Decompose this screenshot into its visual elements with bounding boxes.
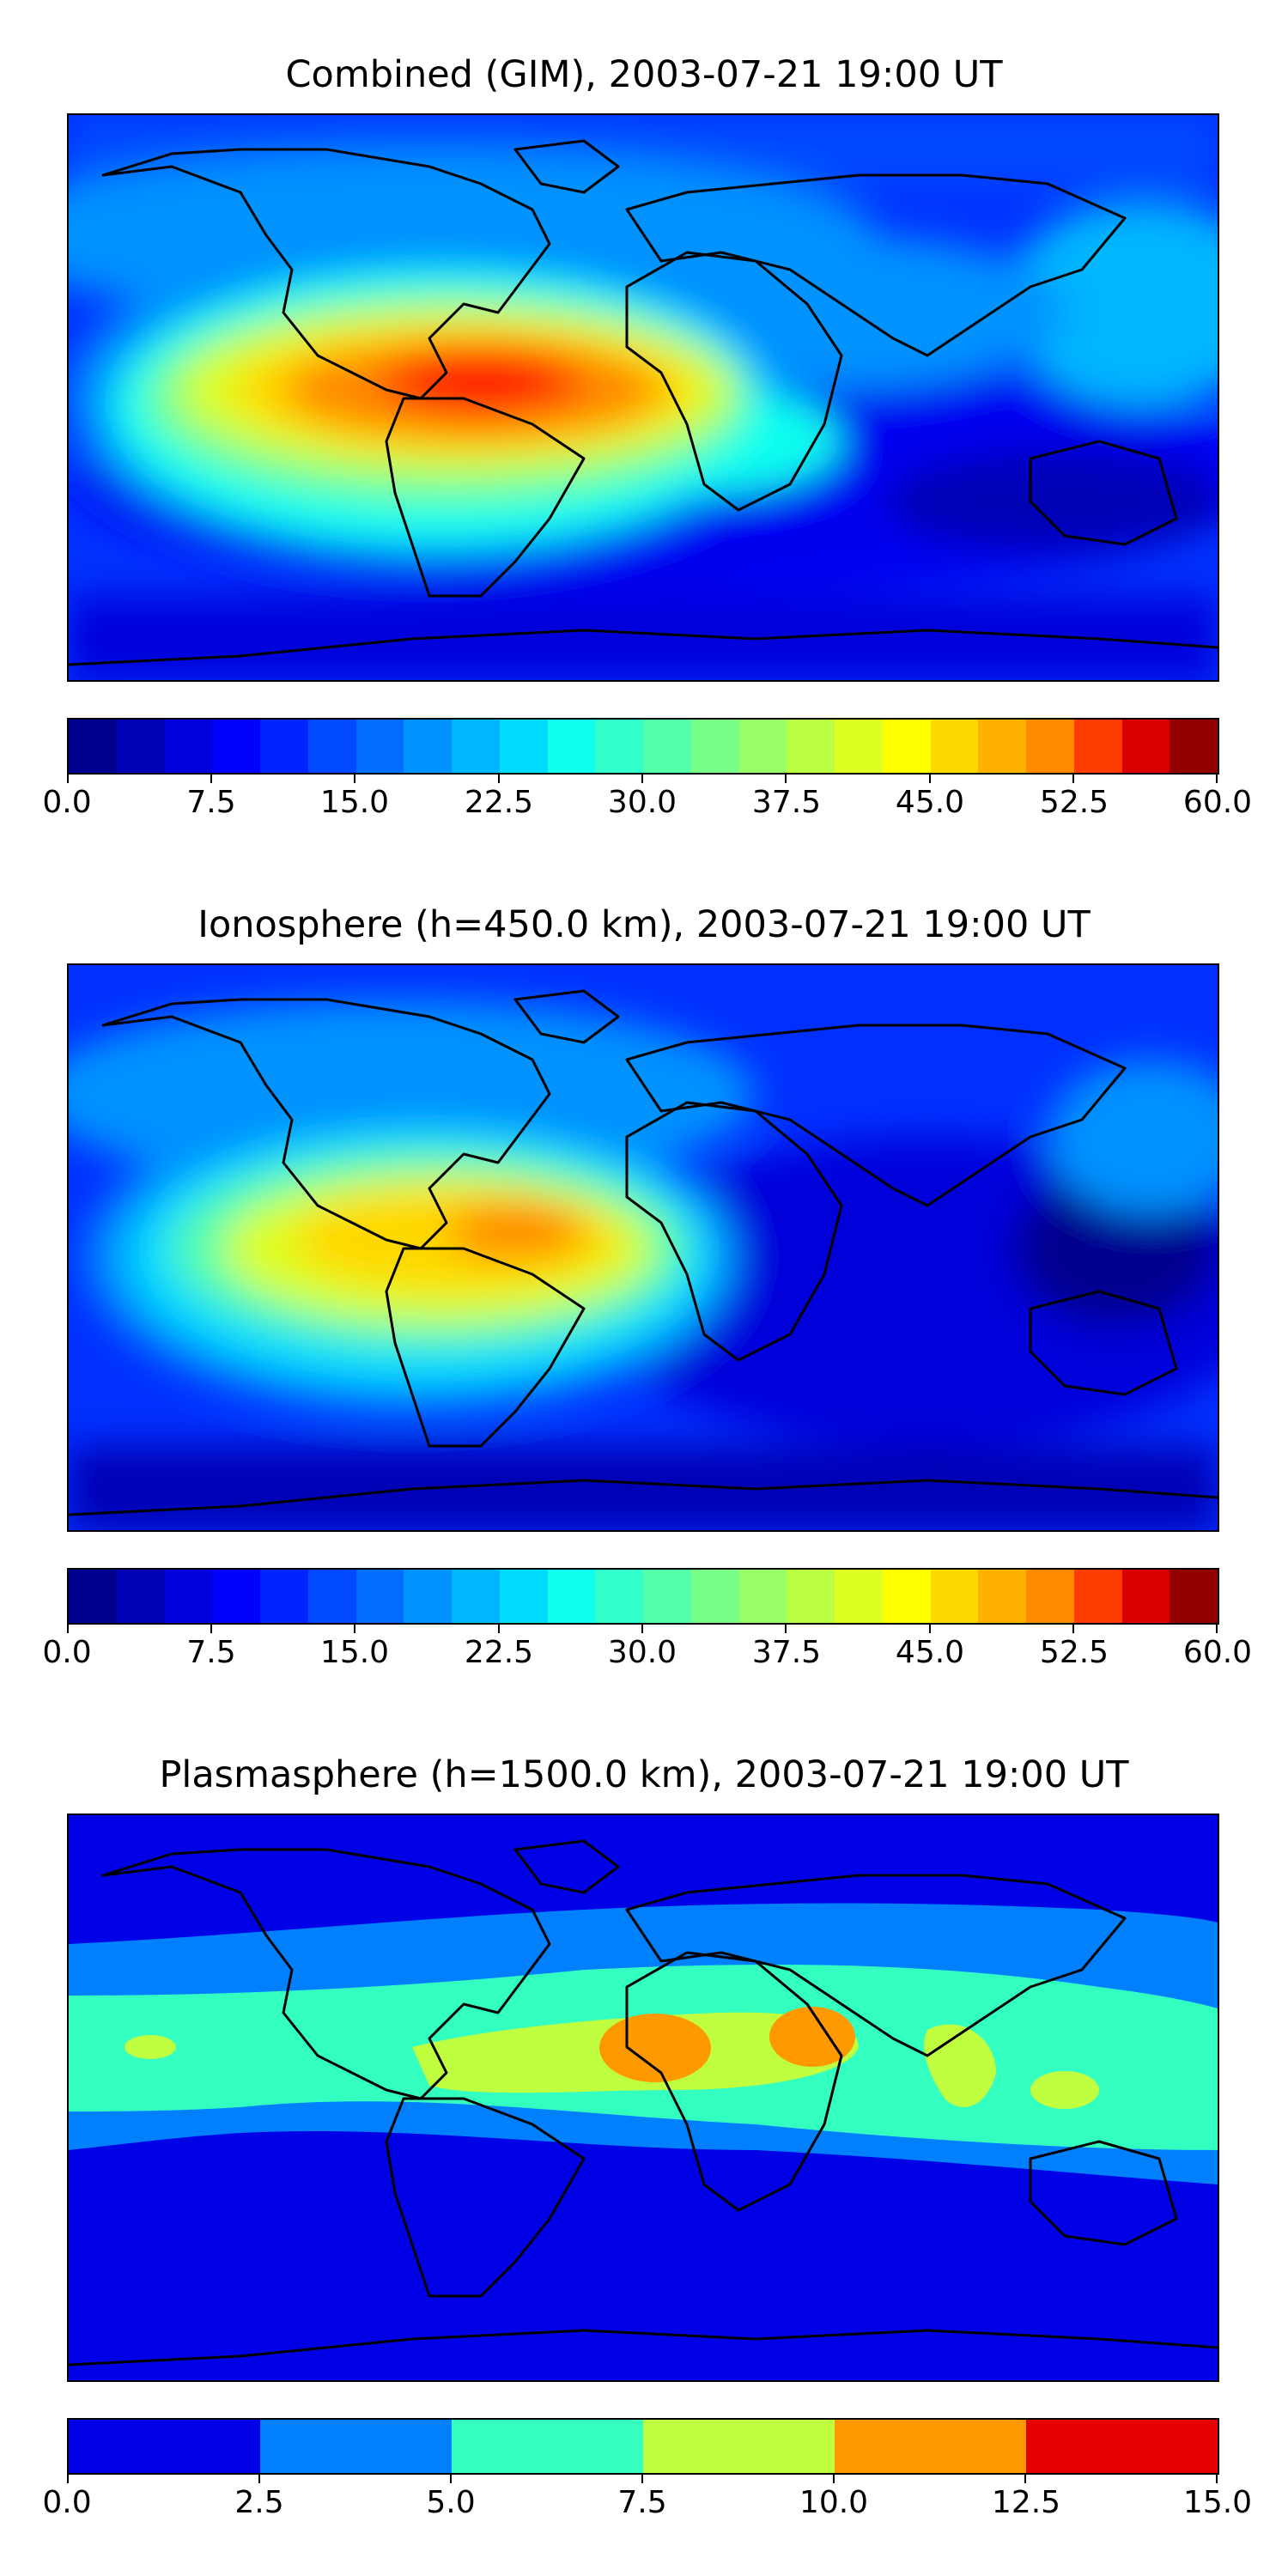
colorbar-bin [978, 1570, 1026, 1623]
tick-label: 7.5 [186, 1635, 236, 1670]
colorbar-bin [452, 720, 500, 773]
colorbar-bin [164, 720, 213, 773]
tick-label: 52.5 [1039, 785, 1109, 820]
colorbar-bin [499, 720, 548, 773]
colorbar-bin [882, 720, 931, 773]
colorbar-bin [116, 1570, 165, 1623]
colorbar-bin [212, 720, 260, 773]
colorbar-bin [738, 720, 787, 773]
colorbar [67, 718, 1219, 775]
colorbar-bin [595, 1570, 643, 1623]
colorbar [67, 1568, 1219, 1625]
colorbar-bin [404, 720, 452, 773]
tec-map-plasmasphere [67, 1814, 1219, 2382]
tick-label: 60.0 [1182, 785, 1253, 820]
colorbar-bin [452, 1570, 500, 1623]
colorbar-bin [835, 1570, 883, 1623]
colorbar-bin [1026, 2420, 1218, 2473]
colorbar-bin [1073, 1570, 1122, 1623]
colorbar-bin [499, 1570, 548, 1623]
colorbar-bin [452, 2420, 643, 2473]
colorbar-bin [643, 1570, 691, 1623]
tick-label: 52.5 [1039, 1635, 1109, 1670]
colorbar-bin [212, 1570, 260, 1623]
colorbar-bin [1170, 1570, 1218, 1623]
tick-label: 0.0 [42, 785, 92, 820]
colorbar-bin [260, 720, 308, 773]
colorbar-bin [643, 2420, 835, 2473]
tick-label: 15.0 [319, 785, 390, 820]
colorbar-bin [116, 720, 165, 773]
colorbar [67, 2418, 1219, 2475]
colorbar-bin [69, 1570, 117, 1623]
tick-label: 2.5 [234, 2485, 284, 2520]
colorbar-bin [643, 720, 691, 773]
colorbar-bin [978, 720, 1026, 773]
tick-label: 15.0 [1182, 2485, 1253, 2520]
colorbar-bin [260, 1570, 308, 1623]
colorbar-bin [547, 720, 596, 773]
colorbar-bin [307, 1570, 356, 1623]
tick-label: 22.5 [464, 785, 534, 820]
colorbar-bin [1026, 720, 1074, 773]
tick-label: 10.0 [799, 2485, 869, 2520]
colorbar-ticks: 0.0 7.5 15.0 22.5 30.0 37.5 45.0 52.5 60… [42, 1625, 1252, 1676]
tick-label: 0.0 [42, 2485, 92, 2520]
colorbar-bin [307, 720, 356, 773]
tec-map-ionosphere [67, 963, 1219, 1532]
colorbar-bin [69, 720, 117, 773]
colorbar-bin [1026, 1570, 1074, 1623]
tick-label: 0.0 [42, 1635, 92, 1670]
colorbar-bin [835, 720, 883, 773]
colorbar-bin [787, 1570, 835, 1623]
tick-label: 30.0 [607, 1635, 677, 1670]
tick-label: 22.5 [464, 1635, 534, 1670]
panel-title: Ionosphere (h=450.0 km), 2003-07-21 19:0… [197, 903, 1091, 946]
colorbar-bin [1170, 720, 1218, 773]
colorbar-bin [355, 720, 404, 773]
colorbar-ticks: 0.0 7.5 15.0 22.5 30.0 37.5 45.0 52.5 60… [42, 775, 1252, 826]
tick-label: 5.0 [426, 2485, 476, 2520]
colorbar-bin [930, 720, 979, 773]
colorbar-bin [595, 720, 643, 773]
colorbar-bin [260, 2420, 452, 2473]
tick-label: 45.0 [895, 1635, 965, 1670]
colorbar-bin [738, 1570, 787, 1623]
panel-title: Plasmasphere (h=1500.0 km), 2003-07-21 1… [159, 1753, 1129, 1796]
colorbar-bin [547, 1570, 596, 1623]
colorbar-bin [404, 1570, 452, 1623]
tick-label: 60.0 [1182, 1635, 1253, 1670]
colorbar-bin [164, 1570, 213, 1623]
colorbar-bin [1121, 720, 1170, 773]
colorbar-bin [882, 1570, 931, 1623]
colorbar-bin [355, 1570, 404, 1623]
colorbar-ticks: 0.0 2.5 5.0 7.5 10.0 12.5 15.0 [42, 2475, 1252, 2526]
colorbar-bin [1073, 720, 1122, 773]
tick-label: 37.5 [751, 785, 822, 820]
colorbar-bin [1121, 1570, 1170, 1623]
colorbar-bin [69, 2420, 260, 2473]
colorbar-bin [690, 1570, 739, 1623]
colorbar-bin [787, 720, 835, 773]
colorbar-bin [930, 1570, 979, 1623]
tick-label: 45.0 [895, 785, 965, 820]
tick-label: 30.0 [607, 785, 677, 820]
colorbar-bin [835, 2420, 1026, 2473]
tick-label: 7.5 [617, 2485, 667, 2520]
panel-title: Combined (GIM), 2003-07-21 19:00 UT [285, 53, 1003, 96]
colorbar-bin [690, 720, 739, 773]
tick-label: 7.5 [186, 785, 236, 820]
tec-map-combined [67, 113, 1219, 682]
tick-label: 15.0 [319, 1635, 390, 1670]
tick-label: 37.5 [751, 1635, 822, 1670]
tick-label: 12.5 [991, 2485, 1061, 2520]
